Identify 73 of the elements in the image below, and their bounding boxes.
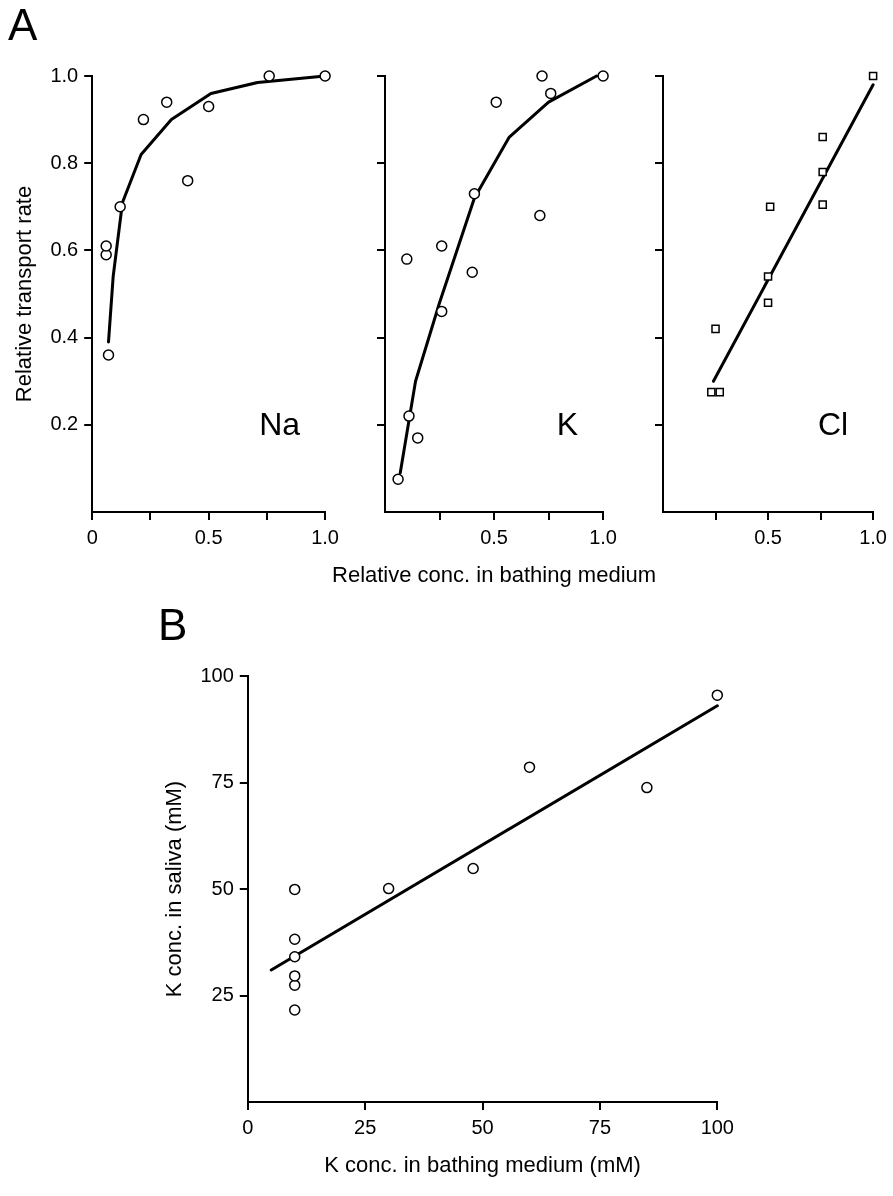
chart-title: A <box>8 0 38 50</box>
point <box>435 240 448 252</box>
x-tick-label: 0.5 <box>480 525 508 548</box>
point <box>711 689 724 701</box>
point <box>466 266 478 278</box>
x-tick-label: 50 <box>471 1115 494 1138</box>
point <box>467 862 479 875</box>
point <box>545 87 557 100</box>
point <box>818 200 827 209</box>
point <box>288 933 301 946</box>
point <box>490 96 502 108</box>
point <box>102 349 115 361</box>
x-tick-label: 1.0 <box>589 525 617 548</box>
y-axis-title: K conc. in saliva (mM) <box>161 780 187 998</box>
point <box>763 272 773 281</box>
y-tick-label: 0.6 <box>50 237 79 260</box>
x-tick-label: 1.0 <box>859 525 887 548</box>
y-tick-label: 0.4 <box>50 325 79 348</box>
point <box>597 70 609 82</box>
point <box>641 781 653 794</box>
point <box>818 132 827 142</box>
chart-title: B <box>158 600 188 650</box>
x-tick-label: 75 <box>588 1115 612 1138</box>
x-tick-label: 0.5 <box>194 525 223 548</box>
point <box>114 201 126 213</box>
point <box>763 298 773 308</box>
point <box>765 202 775 212</box>
point <box>160 96 173 108</box>
y-tick-label: 0.2 <box>50 412 79 435</box>
x-tick-label: 1.0 <box>311 525 339 548</box>
y-tick-label: 1.0 <box>50 63 79 86</box>
x-tick-label: 25 <box>354 1115 377 1138</box>
point <box>288 1004 301 1016</box>
point <box>288 979 301 992</box>
y-tick-label: 25 <box>211 983 234 1006</box>
point <box>411 432 424 444</box>
x-axis-title: Relative conc. in bathing medium <box>332 562 657 588</box>
point <box>202 100 215 113</box>
y-tick-label: 0.8 <box>50 150 79 173</box>
point <box>100 240 112 252</box>
x-tick-label: 0 <box>86 525 98 548</box>
point <box>288 883 301 896</box>
point <box>711 324 720 334</box>
annotation: Cl <box>817 405 849 442</box>
point <box>288 970 301 982</box>
point <box>403 410 415 422</box>
point <box>137 113 150 126</box>
point <box>715 387 725 397</box>
point <box>523 761 536 773</box>
point <box>536 70 548 82</box>
x-tick-label: 0 <box>242 1115 254 1138</box>
point <box>288 950 301 963</box>
point <box>263 70 275 82</box>
point <box>868 71 878 81</box>
y-axis-title: Relative transport rate <box>11 185 37 403</box>
y-tick-label: 75 <box>211 770 234 793</box>
point <box>181 174 194 187</box>
point <box>392 473 404 486</box>
y-tick-label: 50 <box>211 876 234 899</box>
annotation: K <box>556 405 579 442</box>
point <box>818 167 827 177</box>
point <box>319 70 331 82</box>
point <box>707 387 716 397</box>
x-tick-label: 0.5 <box>754 525 782 548</box>
annotation: Na <box>259 405 301 442</box>
y-tick-label: 100 <box>200 663 234 686</box>
point <box>435 305 448 318</box>
point <box>468 187 481 200</box>
x-axis-title: K conc. in bathing medium (mM) <box>324 1152 641 1178</box>
x-tick-label: 100 <box>700 1115 734 1138</box>
point <box>401 253 413 265</box>
point <box>382 882 395 895</box>
point <box>534 209 546 222</box>
